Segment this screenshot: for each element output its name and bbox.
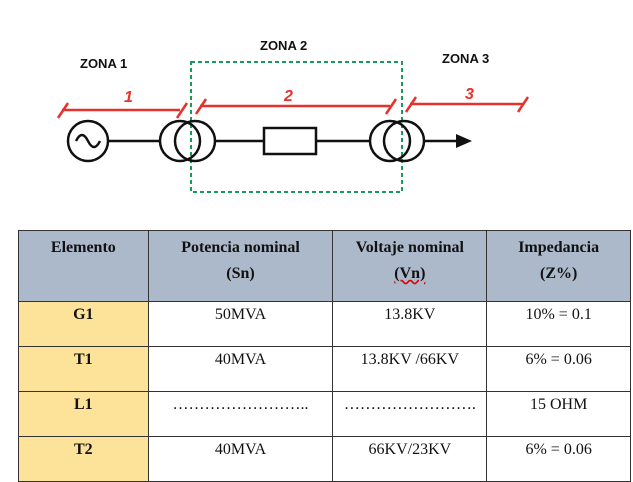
cell-voltage: ……………………. <box>332 391 488 437</box>
transformer-2-icon <box>368 119 426 163</box>
cell-voltage: 13.8KV <box>332 301 488 347</box>
zone-2-label: ZONA 2 <box>260 38 307 53</box>
zone-1-label: ZONA 1 <box>80 56 127 71</box>
segment-1-label: 1 <box>124 89 133 106</box>
cell-impedance: 15 OHM <box>486 391 631 437</box>
element-table: Elemento Potencia nominal (Sn) Voltaje no… <box>18 230 631 482</box>
zone-markers <box>56 96 530 119</box>
segment-2-label: 2 <box>283 88 293 105</box>
table-row: T1 40MVA 13.8KV /66KV 6% = 0.06 <box>18 346 631 392</box>
one-line-diagram: ZONA 1 ZONA 2 ZONA 3 1 2 3 <box>56 38 530 193</box>
cell-voltage: 66KV/23KV <box>332 436 488 482</box>
cell-power: 40MVA <box>147 346 334 392</box>
cell-voltage: 13.8KV /66KV <box>332 346 488 392</box>
line-impedance-icon <box>262 126 318 156</box>
cell-power: 50MVA <box>147 301 334 347</box>
zone-2-box <box>190 61 403 193</box>
cell-impedance: 6% = 0.06 <box>486 436 631 482</box>
cell-element: L1 <box>18 391 149 437</box>
cell-element: T1 <box>18 346 149 392</box>
header-elemento: Elemento <box>18 230 149 302</box>
segment-3-label: 3 <box>465 86 474 103</box>
zone-3-label: ZONA 3 <box>442 51 489 66</box>
table-row: L1 …………………….. ……………………. 15 OHM <box>18 391 631 437</box>
cell-impedance: 6% = 0.06 <box>486 346 631 392</box>
table-row: T2 40MVA 66KV/23KV 6% = 0.06 <box>18 436 631 482</box>
table-header-row: Elemento Potencia nominal (Sn) Voltaje no… <box>18 230 631 302</box>
transformer-1-icon <box>158 119 217 163</box>
sine-icon <box>74 133 102 149</box>
cell-impedance: 10% = 0.1 <box>486 301 631 347</box>
header-voltaje: Voltaje nominal (Vn) <box>332 230 488 302</box>
table-row: G1 50MVA 13.8KV 10% = 0.1 <box>18 301 631 347</box>
cell-element: G1 <box>18 301 149 347</box>
cell-element: T2 <box>18 436 149 482</box>
header-impedancia: Impedancia (Z%) <box>486 230 631 302</box>
cell-power: 40MVA <box>147 436 334 482</box>
load-arrow-icon <box>456 134 472 148</box>
header-potencia: Potencia nominal (Sn) <box>147 230 334 302</box>
cell-power: …………………….. <box>147 391 334 437</box>
